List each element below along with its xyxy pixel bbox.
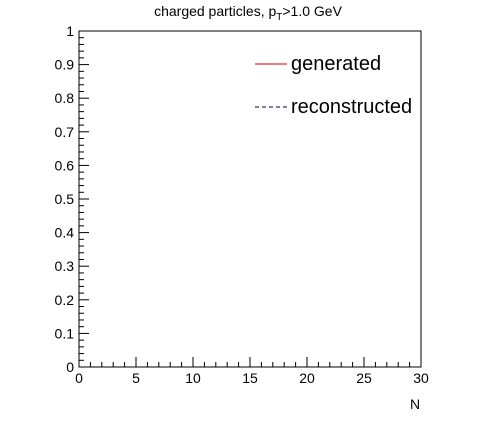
y-tick-label: 0.8 [55,90,75,106]
y-tick-label: 0.4 [55,225,75,241]
y-tick-label: 0.9 [55,57,75,73]
chart-title-subscript: T [276,12,282,23]
y-tick-label: 0.1 [55,325,75,341]
y-axis-tick-labels: 0 0.1 0.2 0.3 0.4 0.5 0.6 0.7 0.8 0.9 1 [55,23,75,375]
y-tick-label: 0.2 [55,292,75,308]
x-tick-label: 10 [185,370,201,386]
chart-title-suffix: >1.0 GeV [282,3,342,19]
x-tick-label: 15 [242,370,258,386]
chart-title: charged particles, pT>1.0 GeV [154,3,343,23]
x-tick-label: 20 [299,370,315,386]
x-tick-label: 25 [356,370,372,386]
x-tick-label: 0 [75,370,83,386]
x-axis-tick-labels: 0 5 10 15 20 25 30 [75,370,429,386]
y-tick-label: 1 [66,23,74,39]
y-tick-label: 0.5 [55,191,75,207]
chart-title-prefix: charged particles, p [154,3,276,19]
y-axis-ticks [79,30,89,368]
x-tick-label: 5 [132,370,140,386]
y-tick-label: 0.6 [55,157,75,173]
y-tick-label: 0.3 [55,258,75,274]
chart-title-text: charged particles, pT>1.0 GeV [154,3,343,23]
y-tick-label: 0 [66,359,74,375]
y-tick-label: 0.7 [55,124,75,140]
x-axis-label: N [410,396,420,412]
legend-label-0: generated [291,53,381,75]
x-tick-label: 30 [413,370,429,386]
x-axis-ticks [78,357,422,367]
legend: generated reconstructed [255,53,412,118]
legend-label-1: reconstructed [291,96,412,118]
